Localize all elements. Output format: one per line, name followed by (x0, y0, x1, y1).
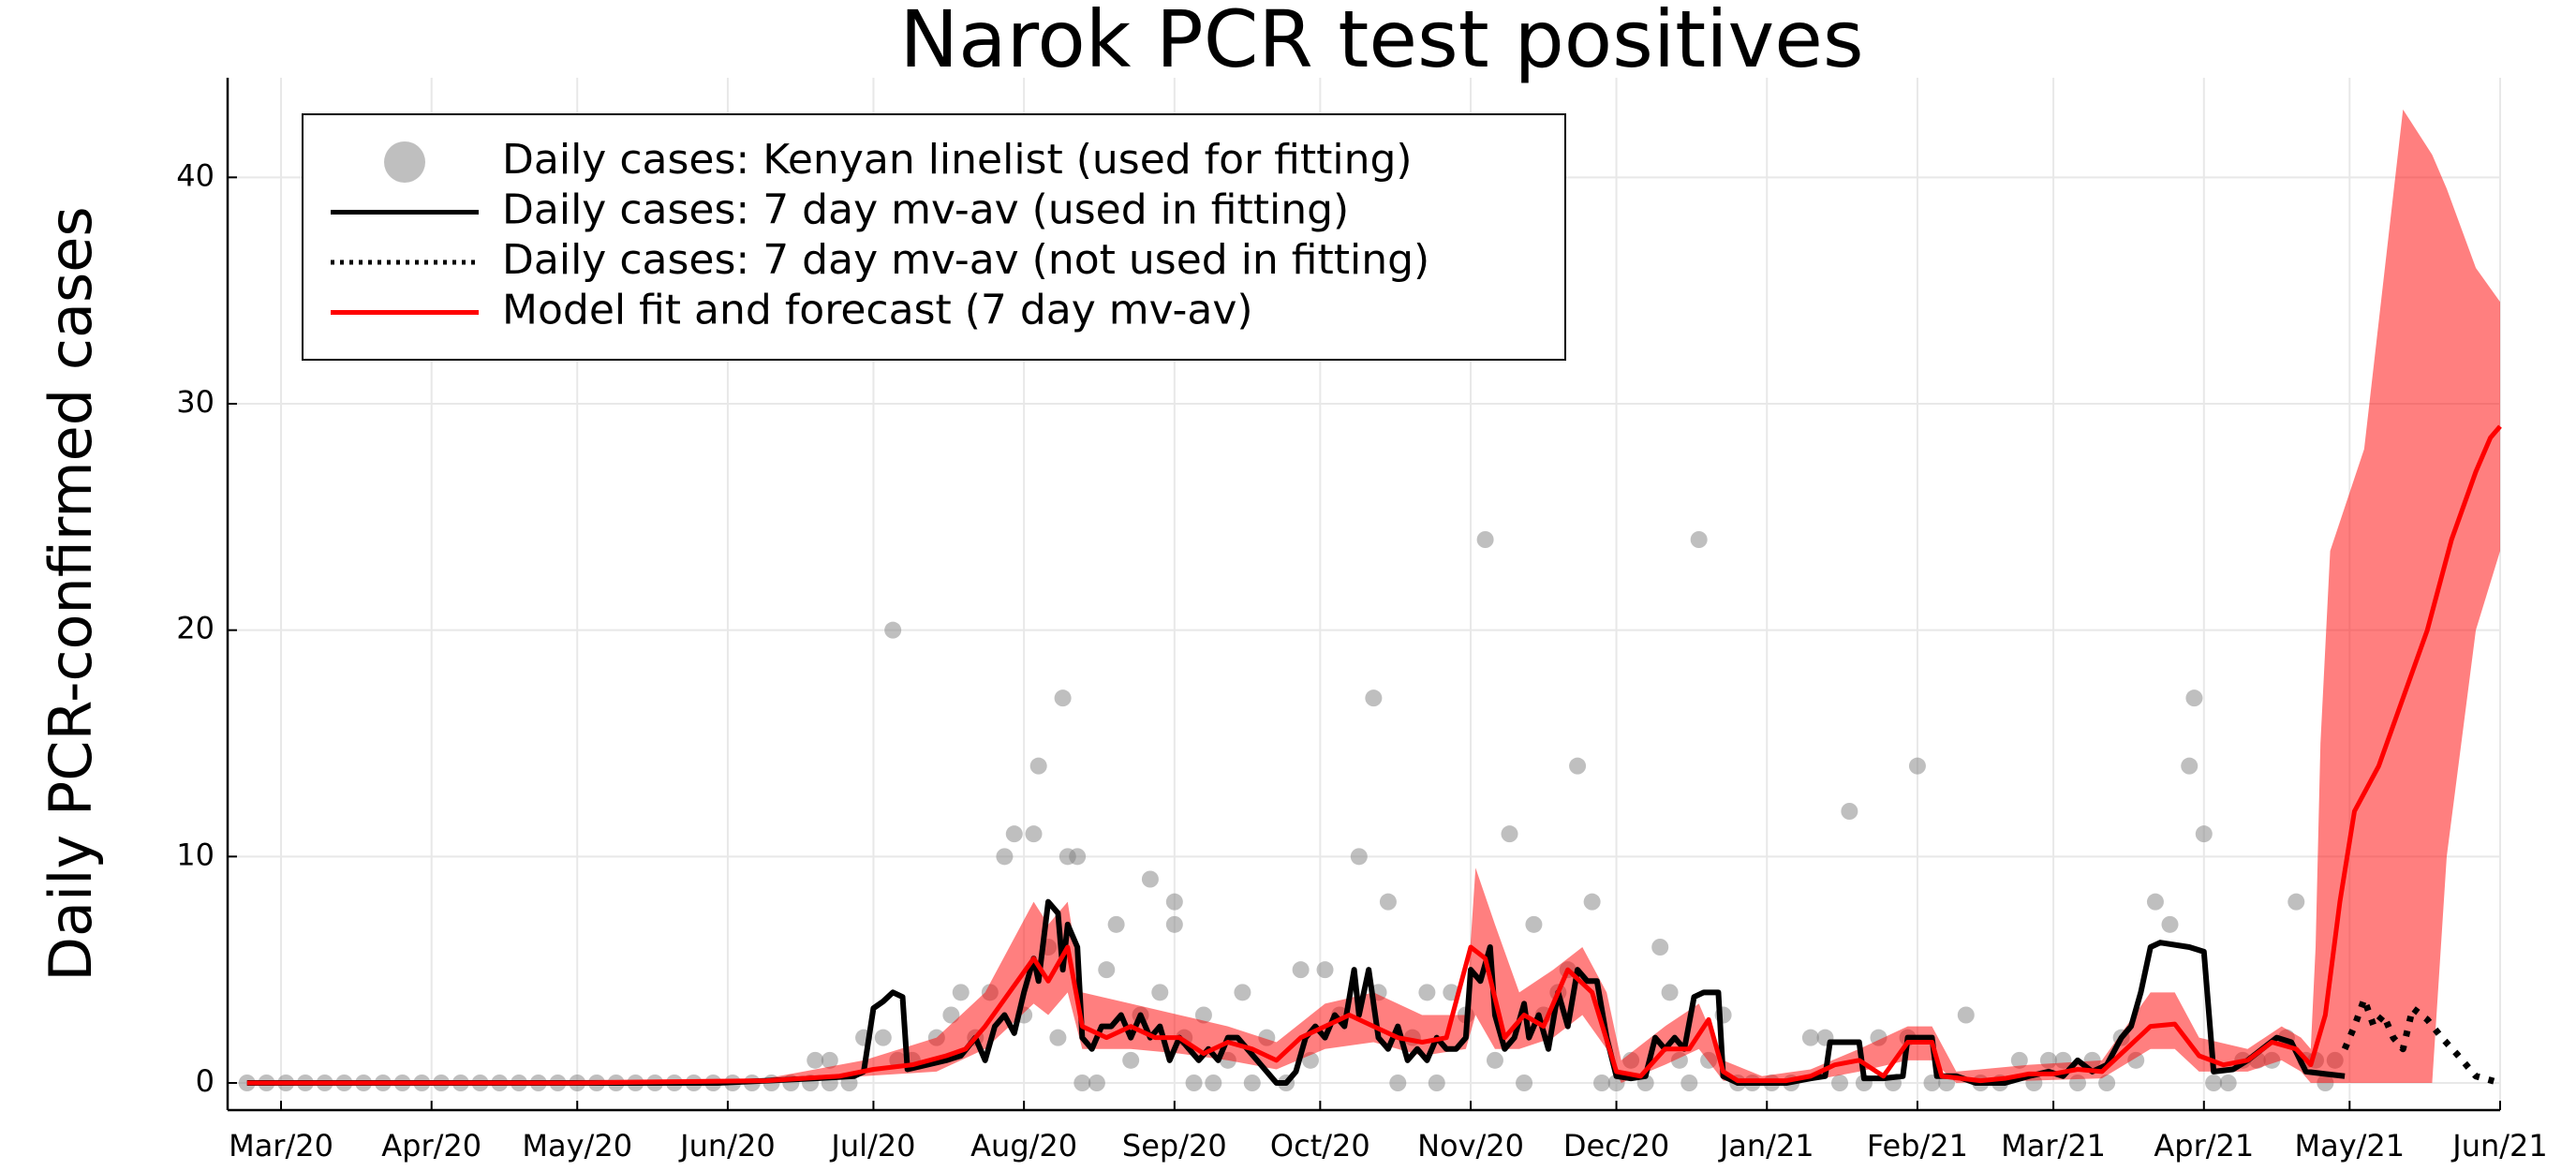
data-point (1194, 1006, 1212, 1024)
x-tick-label: Jun/21 (2450, 1128, 2548, 1164)
data-point (1025, 825, 1043, 843)
series-line (2341, 996, 2501, 1087)
x-tick-label: Jul/20 (829, 1128, 915, 1164)
data-point (2287, 893, 2305, 911)
plot-area (238, 109, 2502, 1091)
chart-title: Narok PCR test positives (899, 0, 1863, 85)
y-tick-label: 40 (176, 157, 215, 193)
data-point (1073, 1075, 1091, 1091)
data-point (1428, 1075, 1445, 1091)
data-point (1069, 848, 1087, 866)
y-tick-label: 0 (196, 1063, 215, 1099)
data-point (1107, 915, 1125, 933)
legend-box (302, 113, 1566, 361)
data-point (1165, 915, 1183, 933)
data-point (1501, 825, 1518, 843)
data-point (2185, 689, 2203, 707)
data-point (952, 984, 970, 1001)
data-point (1243, 1075, 1261, 1091)
x-tick-label: May/21 (2294, 1128, 2405, 1164)
data-point (1569, 757, 1587, 775)
data-point (1205, 1075, 1222, 1091)
legend: Daily cases: Kenyan linelist (used for f… (302, 113, 1566, 361)
data-point (1365, 689, 1383, 707)
data-point (1098, 961, 1116, 979)
data-point (1185, 1075, 1203, 1091)
data-point (2205, 1075, 2223, 1091)
data-point (1350, 848, 1368, 866)
x-tick-label: Apr/21 (2154, 1128, 2254, 1164)
x-tick-label: May/20 (522, 1128, 632, 1164)
x-tick-label: Nov/20 (1417, 1128, 1524, 1164)
data-point (807, 1051, 824, 1069)
data-point (1379, 893, 1397, 911)
data-point (1801, 1029, 1819, 1046)
y-tick-label: 30 (176, 384, 215, 420)
data-point (1661, 984, 1679, 1001)
data-point (821, 1051, 838, 1069)
data-point (1690, 531, 1708, 548)
data-point (1054, 689, 1072, 707)
series-line (246, 898, 2346, 1086)
data-point (1908, 757, 1926, 775)
y-axis-label: Daily PCR-confirmed cases (37, 206, 105, 981)
data-point (1234, 984, 1251, 1001)
x-tick-label: Feb/21 (1867, 1128, 1968, 1164)
data-point (884, 621, 902, 639)
data-point (1418, 984, 1436, 1001)
data-point (1583, 893, 1601, 911)
data-point (1516, 1075, 1533, 1091)
data-point (1476, 531, 1494, 548)
data-point (1151, 984, 1169, 1001)
data-point (1292, 961, 1310, 979)
data-point (1165, 893, 1183, 911)
legend-label: Daily cases: 7 day mv-av (not used in fi… (502, 236, 1429, 284)
data-point (1525, 915, 1543, 933)
data-point (1088, 1075, 1105, 1091)
data-point (1831, 1075, 1849, 1091)
series-line (246, 424, 2502, 1086)
data-point (1651, 939, 1669, 956)
legend-label: Daily cases: Kenyan linelist (used for f… (502, 136, 1413, 184)
data-point (1122, 1051, 1140, 1069)
data-point (1389, 1075, 1407, 1091)
legend-label: Daily cases: 7 day mv-av (used in fittin… (502, 186, 1349, 234)
x-tick-label: Dec/20 (1563, 1128, 1669, 1164)
y-tick-label: 10 (176, 837, 215, 872)
data-point (2195, 825, 2213, 843)
data-point (1841, 803, 1858, 820)
data-point (942, 1006, 960, 1024)
data-point (2219, 1075, 2237, 1091)
x-tick-label: Apr/20 (381, 1128, 481, 1164)
data-point (2010, 1051, 2028, 1069)
y-tick-label: 20 (176, 611, 215, 646)
x-tick-label: Mar/21 (2001, 1128, 2106, 1164)
data-point (996, 848, 1014, 866)
data-point (2181, 757, 2198, 775)
data-point (1316, 961, 1334, 979)
data-point (874, 1029, 892, 1046)
data-point (2098, 1075, 2116, 1091)
data-point (1049, 1029, 1067, 1046)
legend-marker (384, 141, 425, 183)
x-tick-label: Jan/21 (1718, 1128, 1814, 1164)
data-point (2161, 915, 2179, 933)
data-point (1680, 1075, 1698, 1091)
x-tick-label: Sep/20 (1122, 1128, 1227, 1164)
data-point (2146, 893, 2164, 911)
data-point (1486, 1051, 1503, 1069)
data-point (1957, 1006, 1975, 1024)
data-point (1141, 870, 1159, 888)
legend-label: Model fit and forecast (7 day mv-av) (502, 287, 1253, 334)
data-point (1005, 825, 1023, 843)
data-point (1029, 757, 1047, 775)
x-tick-label: Aug/20 (970, 1128, 1077, 1164)
x-tick-label: Oct/20 (1270, 1128, 1370, 1164)
x-tick-label: Jun/20 (678, 1128, 776, 1164)
data-point (1593, 1075, 1611, 1091)
x-tick-label: Mar/20 (229, 1128, 333, 1164)
